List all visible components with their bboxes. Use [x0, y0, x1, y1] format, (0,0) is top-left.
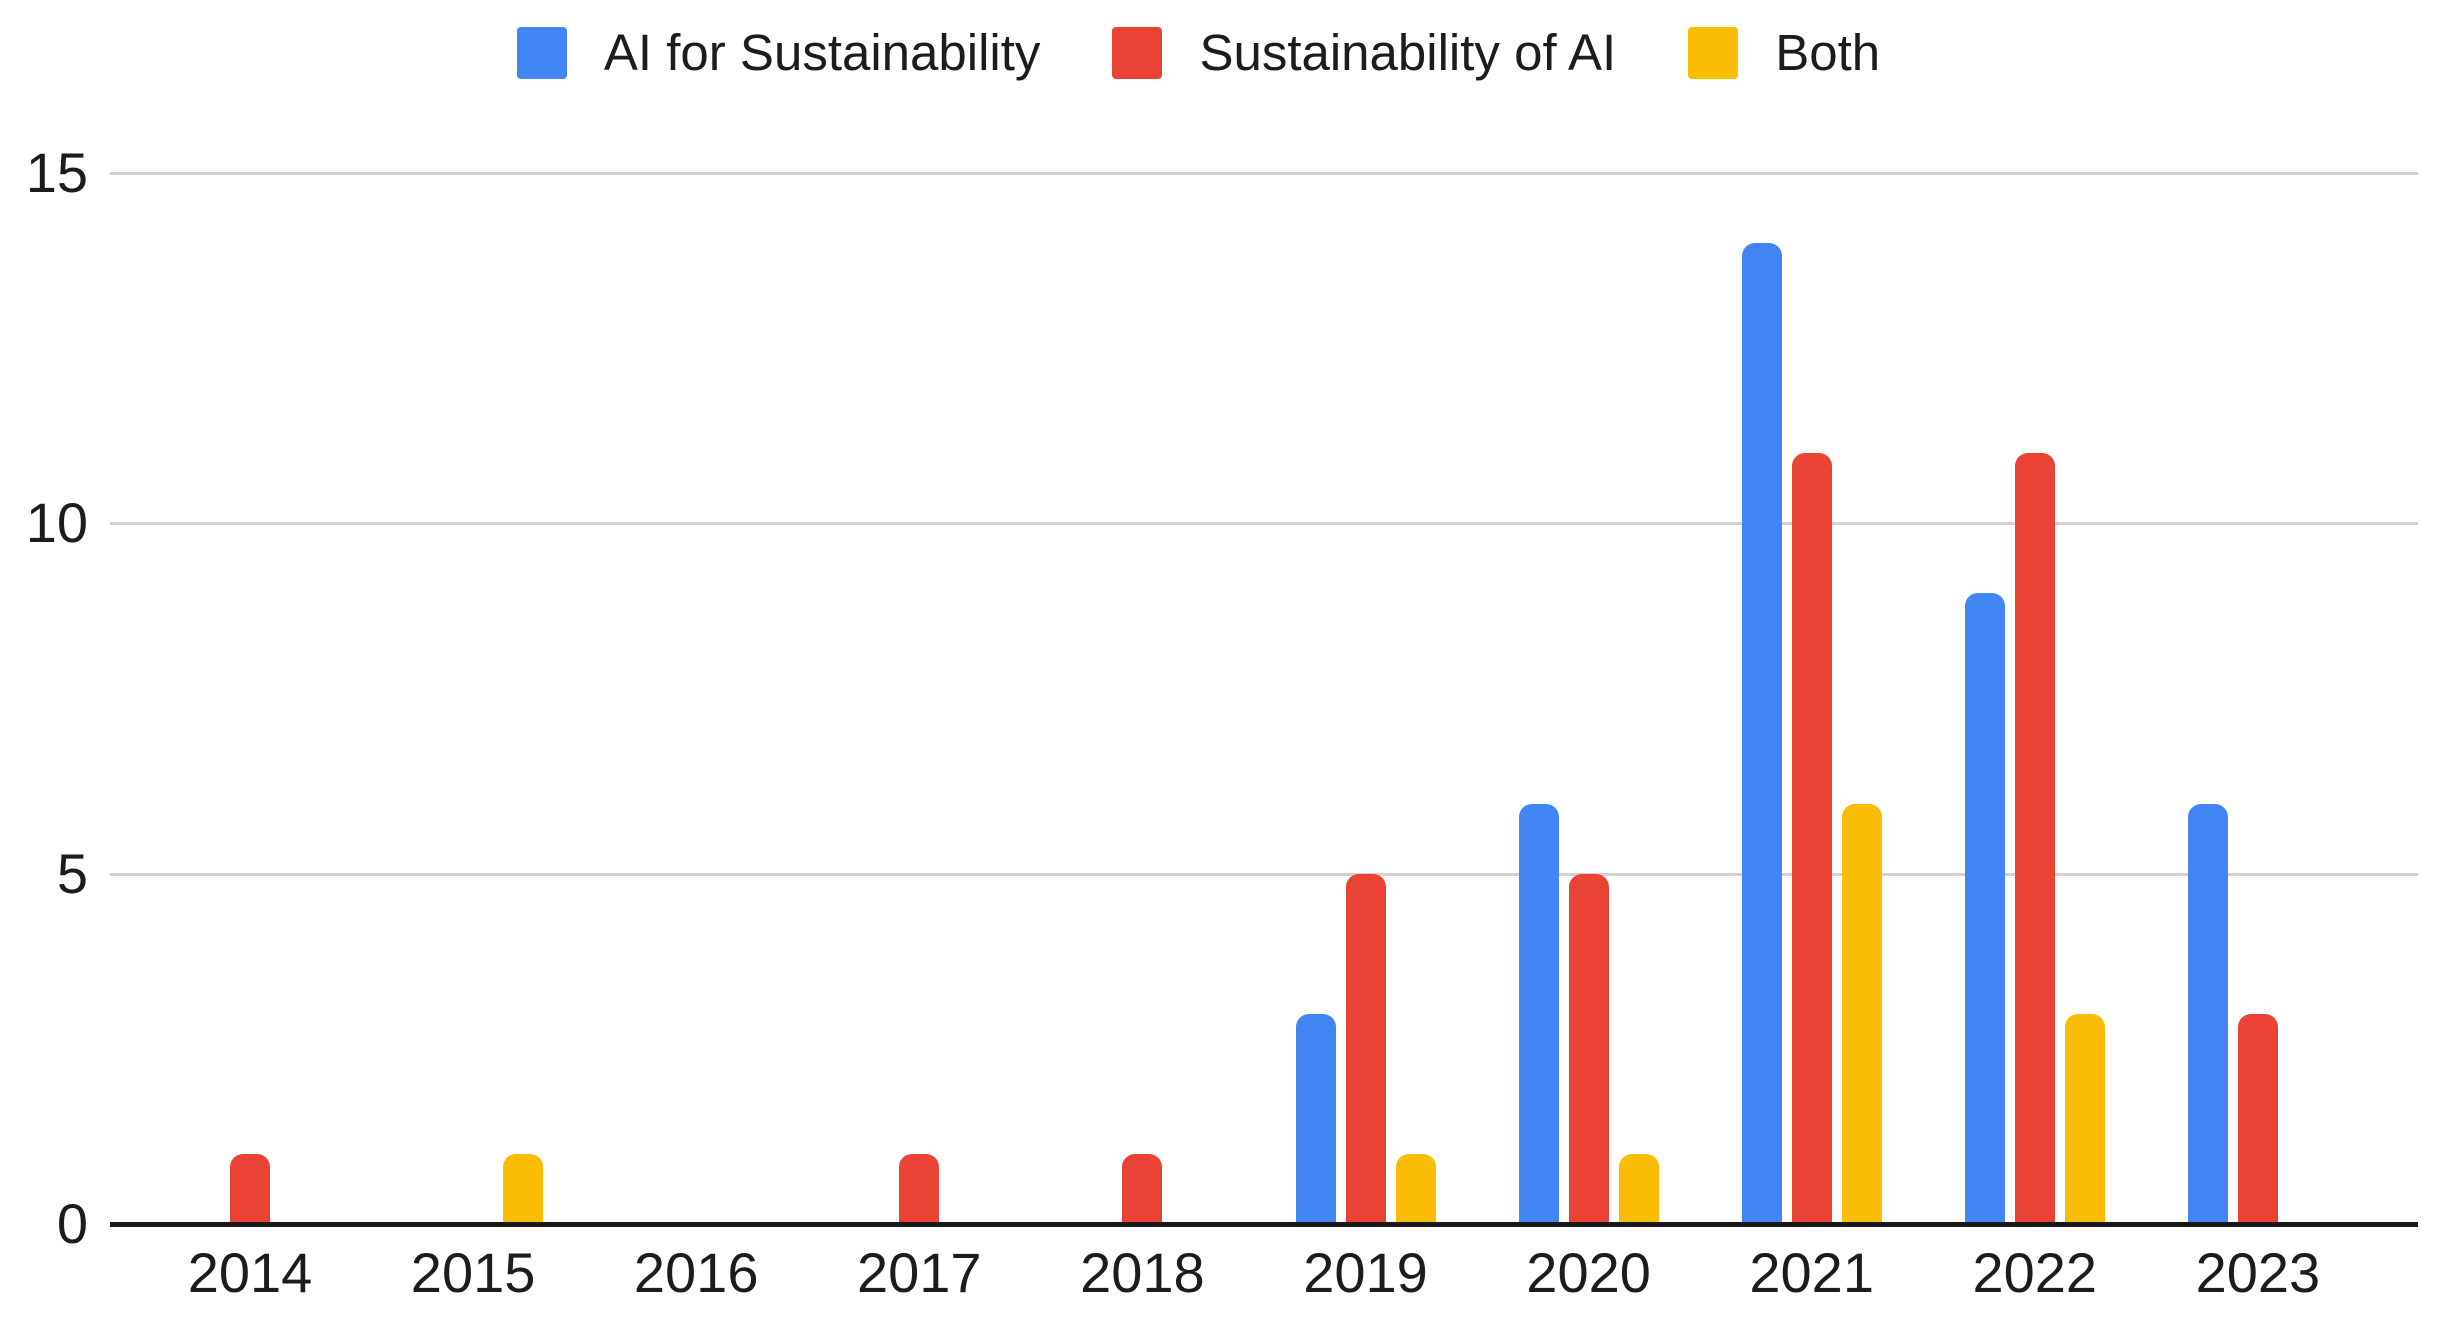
- gridline: [110, 522, 2418, 526]
- x-axis-tick-label: 2019: [1303, 1241, 1428, 1304]
- chart-bar: [1518, 803, 1559, 1224]
- chart-bar: [1618, 1153, 1659, 1224]
- x-axis-tick-label: 2020: [1526, 1241, 1651, 1304]
- legend-color-swatch: [1112, 27, 1163, 79]
- x-axis-tick-label: 2017: [857, 1241, 982, 1304]
- legend-color-swatch: [1688, 27, 1739, 79]
- chart-bar: [899, 1153, 940, 1224]
- chart-bar: [1841, 803, 1882, 1224]
- x-axis-tick-label: 2014: [187, 1241, 313, 1304]
- legend-label: Sustainability of AI: [1199, 24, 1617, 81]
- x-axis-line: [110, 1222, 2418, 1227]
- chart-bar: [1964, 593, 2005, 1224]
- gridline: [110, 172, 2418, 175]
- gridline: [110, 872, 2418, 876]
- chart-bar: [1295, 1013, 1336, 1224]
- x-axis-tick-label: 2015: [410, 1241, 536, 1304]
- x-axis-tick-label: 2018: [1080, 1241, 1205, 1304]
- legend-item: Sustainability of AI: [1112, 26, 1616, 80]
- chart-bar: [1791, 453, 1832, 1224]
- chart-bar: [1345, 873, 1386, 1224]
- chart-legend: AI for Sustainability Sustainability of …: [0, 26, 2397, 80]
- legend-label: Both: [1775, 24, 1881, 81]
- y-axis-tick-label: 5: [56, 841, 88, 905]
- legend-label: AI for Sustainability: [603, 24, 1041, 81]
- chart-bar: [1568, 873, 1609, 1224]
- legend-color-swatch: [516, 27, 567, 79]
- chart-bar: [2014, 453, 2055, 1224]
- chart-bar: [2064, 1013, 2105, 1224]
- y-axis-tick-label: 15: [25, 141, 88, 204]
- y-axis-tick-label: 10: [25, 491, 88, 555]
- legend-item: Both: [1688, 26, 1880, 80]
- x-axis-tick-label: 2016: [633, 1241, 759, 1304]
- x-axis-tick-label: 2022: [1972, 1241, 2098, 1304]
- chart-bar: [230, 1153, 270, 1224]
- x-axis-tick-label: 2021: [1749, 1241, 1874, 1304]
- chart-bar: [1741, 243, 1782, 1224]
- chart-bar: [1122, 1153, 1163, 1224]
- x-axis-tick-label: 2023: [2195, 1241, 2321, 1304]
- legend-item: AI for Sustainability: [516, 24, 1041, 81]
- y-axis-tick-label: 0: [56, 1192, 88, 1255]
- chart-bar: [2237, 1013, 2278, 1224]
- chart-bar: [503, 1153, 544, 1224]
- chart-bar: [2187, 803, 2228, 1224]
- chart-bar: [1395, 1153, 1436, 1224]
